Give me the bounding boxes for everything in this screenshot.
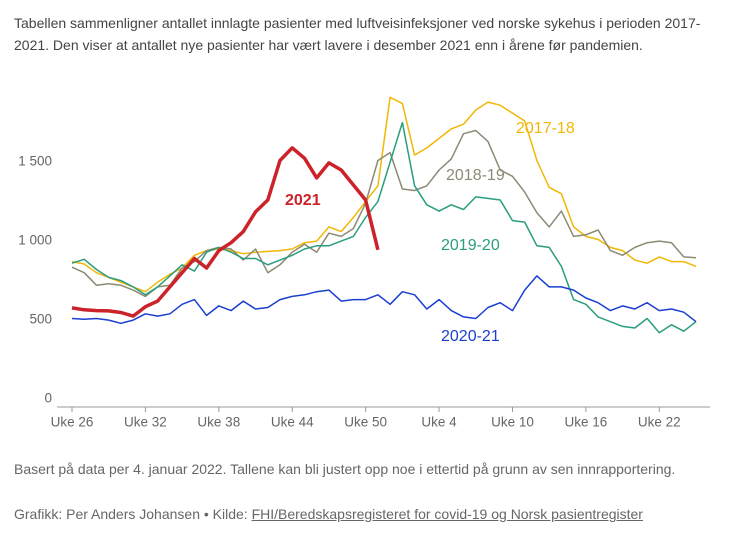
series-line	[71, 275, 697, 325]
series-line	[71, 96, 697, 293]
x-tick-label: Uke 50	[344, 415, 387, 430]
x-tick-label: Uke 38	[197, 415, 240, 430]
series-line	[71, 129, 697, 298]
note: Basert på data per 4. januar 2022. Talle…	[14, 461, 676, 477]
chart-title: Tabellen sammenligner antallet innlagte …	[14, 15, 701, 53]
series-line	[71, 121, 697, 334]
y-tick-label: 1 500	[18, 154, 52, 169]
y-tick-label: 500	[29, 312, 52, 327]
x-tick-label: Uke 22	[638, 415, 681, 430]
y-tick-label: 1 000	[18, 233, 52, 248]
x-tick-label: Uke 10	[491, 415, 534, 430]
series-label: 2020-21	[441, 328, 500, 345]
series-label: 2018-19	[446, 167, 505, 184]
x-tick-label: Uke 44	[271, 415, 314, 430]
series-line	[71, 146, 380, 318]
x-tick-label: Uke 32	[124, 415, 167, 430]
credit-line: Grafikk: Per Anders Johansen • Kilde: FH…	[14, 503, 724, 525]
credit: Grafikk: Per Anders Johansen • Kilde:	[14, 506, 248, 522]
source-link[interactable]: FHI/Beredskapsregisteret for covid-19 og…	[251, 506, 643, 522]
series-label: 2017-18	[516, 120, 575, 137]
series-label: 2021	[285, 192, 321, 209]
x-tick-label: Uke 16	[564, 415, 607, 430]
y-tick-label: 0	[44, 391, 52, 406]
series-label: 2019-20	[441, 237, 500, 254]
x-tick-label: Uke 26	[51, 415, 94, 430]
x-tick-label: Uke 4	[421, 415, 457, 430]
